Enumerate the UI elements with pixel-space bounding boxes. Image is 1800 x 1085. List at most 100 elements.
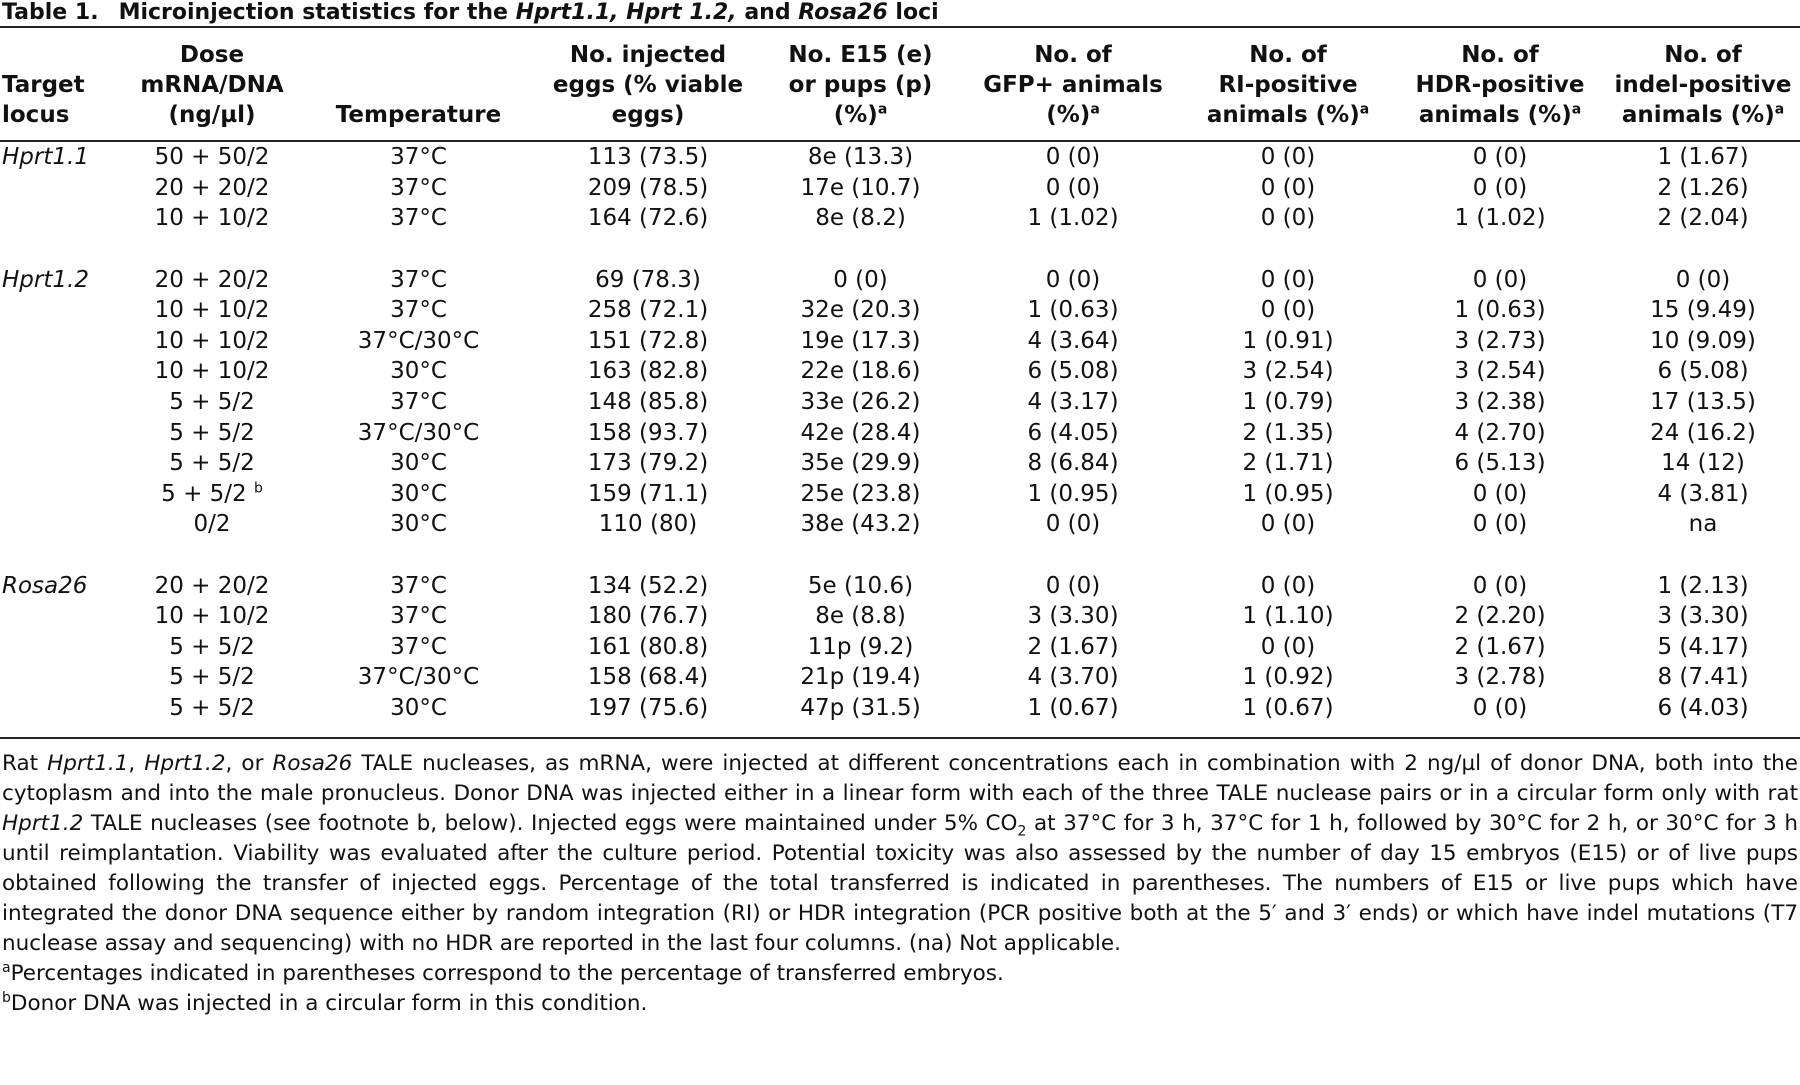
data-row: Rosa26 20 + 20/2 37°C 134 (52.2) 5e (10.6) 0 … [0, 570, 1800, 601]
cell: 37°C/30°C [298, 326, 539, 357]
cell: 10 + 10/2 [126, 601, 298, 632]
cell: 1 (0.67) [1182, 693, 1394, 738]
cell-text: 8 (7.41) [1657, 664, 1749, 691]
cell-text: 0 (0) [1260, 511, 1316, 538]
locus-cell: Hprt1.1 [0, 141, 126, 173]
header-line: No. of [1034, 42, 1112, 68]
cell: 30°C [298, 509, 539, 540]
cell: 0 (0) [1394, 264, 1606, 295]
cell-text: 158 (93.7) [587, 419, 709, 446]
cell-text: 0 (0) [1045, 572, 1101, 599]
data-row: 10 + 10/2 37°C 180 (76.7) 8e (8.8) 3 (3.30) 1… [0, 601, 1800, 632]
header-line: (ng/µl) [168, 102, 256, 128]
cell: 158 (68.4) [539, 662, 757, 693]
column-header: Target locus [0, 28, 126, 141]
cell: 0 (0) [1182, 264, 1394, 295]
data-row: 10 + 10/2 37°C 164 (72.6) 8e (8.2) 1 (1.02) 0… [0, 203, 1800, 234]
cell-text: 1 (1.02) [1027, 205, 1119, 232]
cell: 0 (0) [1394, 141, 1606, 173]
cell-text: 30°C [390, 511, 447, 538]
cell-text: 2 (1.67) [1454, 633, 1546, 660]
cell: 8 (6.84) [964, 448, 1182, 479]
text-run: Rosa26 [798, 0, 888, 25]
cell-text: 0 (0) [1260, 297, 1316, 324]
text-run: and [736, 0, 799, 25]
header-line: HDR-positive [1415, 72, 1585, 98]
cell: 134 (52.2) [539, 570, 757, 601]
cell-text: 0 (0) [1260, 572, 1316, 599]
cell: 14 (12) [1606, 448, 1800, 479]
cell-text: 0 (0) [1472, 694, 1528, 721]
cell: 0 (0) [964, 141, 1182, 173]
cell: 0 (0) [1182, 509, 1394, 540]
footnote-mark: b [2, 990, 11, 1007]
text-run: Hprt1.2 [2, 811, 84, 837]
locus-cell [0, 295, 126, 326]
cell: 33e (26.2) [757, 387, 964, 418]
cell-text: 37°C/30°C [357, 419, 480, 446]
cell: 5 + 5/2 [126, 632, 298, 663]
footnote-mark: a [1090, 101, 1100, 118]
cell-text: 0 (0) [1260, 205, 1316, 232]
header-line: No. injected [569, 42, 727, 68]
cell-text: 148 (85.8) [587, 389, 709, 416]
column-header: No. of HDR-positive animals (%)a [1394, 28, 1606, 141]
cell-text: 2 (1.67) [1027, 633, 1119, 660]
locus: Rosa26 [2, 572, 88, 599]
text-run: Hprt1.2 [144, 751, 226, 777]
cell: 5 + 5/2 [126, 387, 298, 418]
locus-cell: Hprt1.2 [0, 264, 126, 295]
footnote-mark: b [253, 480, 263, 497]
header-line: eggs) [611, 102, 685, 128]
data-row: 20 + 20/2 37°C 209 (78.5) 17e (10.7) 0 (0) 0 … [0, 173, 1800, 204]
cell: 1 (0.63) [1394, 295, 1606, 326]
cell: 173 (79.2) [539, 448, 757, 479]
cell: 5 + 5/2 [126, 448, 298, 479]
cell: 1 (0.95) [964, 479, 1182, 510]
cell: 6 (5.13) [1394, 448, 1606, 479]
cell-text: 37°C [390, 389, 447, 416]
cell-text: 0 (0) [1045, 266, 1101, 293]
cell-text: 10 + 10/2 [154, 327, 270, 354]
cell: na [1606, 509, 1800, 540]
locus-cell [0, 693, 126, 738]
locus-cell [0, 203, 126, 234]
text-run: at 37°C for 3 h, 37°C for 1 h, followed … [2, 811, 1798, 957]
cell-text: 1 (0.63) [1027, 297, 1119, 324]
cell-text: 33e (26.2) [800, 389, 921, 416]
cell-text: 17e (10.7) [800, 174, 921, 201]
cell-text: 50 + 50/2 [154, 144, 270, 171]
cell: 4 (2.70) [1394, 417, 1606, 448]
text-run: TALE nucleases, as mRNA, were injected a… [2, 751, 1799, 807]
cell: 3 (2.73) [1394, 326, 1606, 357]
cell-text: 22e (18.6) [800, 358, 921, 385]
cell-text: 134 (52.2) [587, 572, 709, 599]
cell-text: 37°C [390, 205, 447, 232]
locus-cell [0, 387, 126, 418]
header-line: or pups (p) [788, 72, 933, 98]
cell-text: 0 (0) [1472, 511, 1528, 538]
cell-text: 2 (2.20) [1454, 603, 1546, 630]
cell: 4 (3.81) [1606, 479, 1800, 510]
title-text: Microinjection statistics for the Hprt1.… [119, 0, 939, 25]
cell-text: 25e (23.8) [800, 480, 921, 507]
cell: 1 (0.92) [1182, 662, 1394, 693]
text-run: Rosa26 [272, 751, 353, 777]
cell: 0 (0) [1182, 203, 1394, 234]
cell-text: 0 (0) [1260, 144, 1316, 171]
cell-text: 0 (0) [1260, 633, 1316, 660]
cell-text: 5 + 5/2 [169, 633, 255, 660]
cell: 25e (23.8) [757, 479, 964, 510]
cell: 38e (43.2) [757, 509, 964, 540]
locus-cell [0, 448, 126, 479]
cell-text: 24 (16.2) [1650, 419, 1756, 446]
cell: 0 (0) [964, 570, 1182, 601]
cell-text: 0 (0) [1260, 266, 1316, 293]
cell-text: 6 (4.03) [1657, 694, 1749, 721]
cell-text: 180 (76.7) [587, 603, 709, 630]
cell-text: 1 (1.02) [1454, 205, 1546, 232]
cell-text: 69 (78.3) [595, 266, 701, 293]
spacer [0, 540, 1800, 571]
cell: 0 (0) [1182, 295, 1394, 326]
locus: Hprt1.1 [2, 144, 89, 171]
